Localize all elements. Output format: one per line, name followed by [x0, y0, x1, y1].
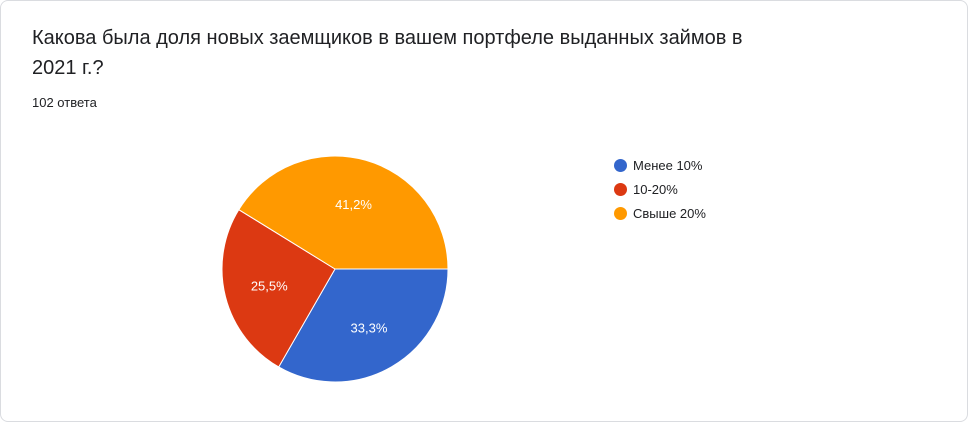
legend-swatch-icon	[614, 158, 627, 172]
pie-slice-1[interactable]	[278, 268, 449, 383]
legend-swatch-icon	[614, 182, 627, 196]
question-title: Какова была доля новых заемщиков в вашем…	[32, 27, 743, 79]
legend-item-1[interactable]: Менее 10%	[614, 153, 706, 177]
legend-item-2[interactable]: 10-20%	[614, 177, 706, 201]
legend-label: Менее 10%	[633, 157, 703, 173]
slice-label-1: 33,3%	[351, 321, 388, 336]
slice-label-3: 41,2%	[335, 197, 372, 212]
legend-label: 10-20%	[633, 181, 678, 197]
legend-label: Свыше 20%	[633, 205, 706, 221]
legend-item-3[interactable]: Свыше 20%	[614, 201, 706, 225]
pie-slice-2[interactable]	[221, 208, 336, 368]
chart-legend: Менее 10% 10-20% Свыше 20%	[614, 153, 706, 225]
pie-slice-3[interactable]	[238, 155, 449, 270]
legend-swatch-icon	[614, 206, 627, 220]
slice-label-2: 25,5%	[251, 279, 288, 294]
response-count: 102 ответа	[32, 95, 97, 110]
